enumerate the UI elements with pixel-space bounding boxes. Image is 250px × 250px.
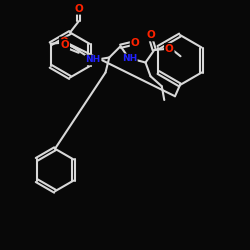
Text: O: O (74, 4, 83, 14)
Text: O: O (60, 38, 69, 48)
Text: O: O (60, 40, 69, 50)
Text: O: O (165, 44, 174, 54)
Text: NH: NH (122, 54, 137, 63)
Text: O: O (146, 30, 155, 40)
Text: NH: NH (86, 56, 101, 64)
Text: O: O (131, 38, 140, 48)
